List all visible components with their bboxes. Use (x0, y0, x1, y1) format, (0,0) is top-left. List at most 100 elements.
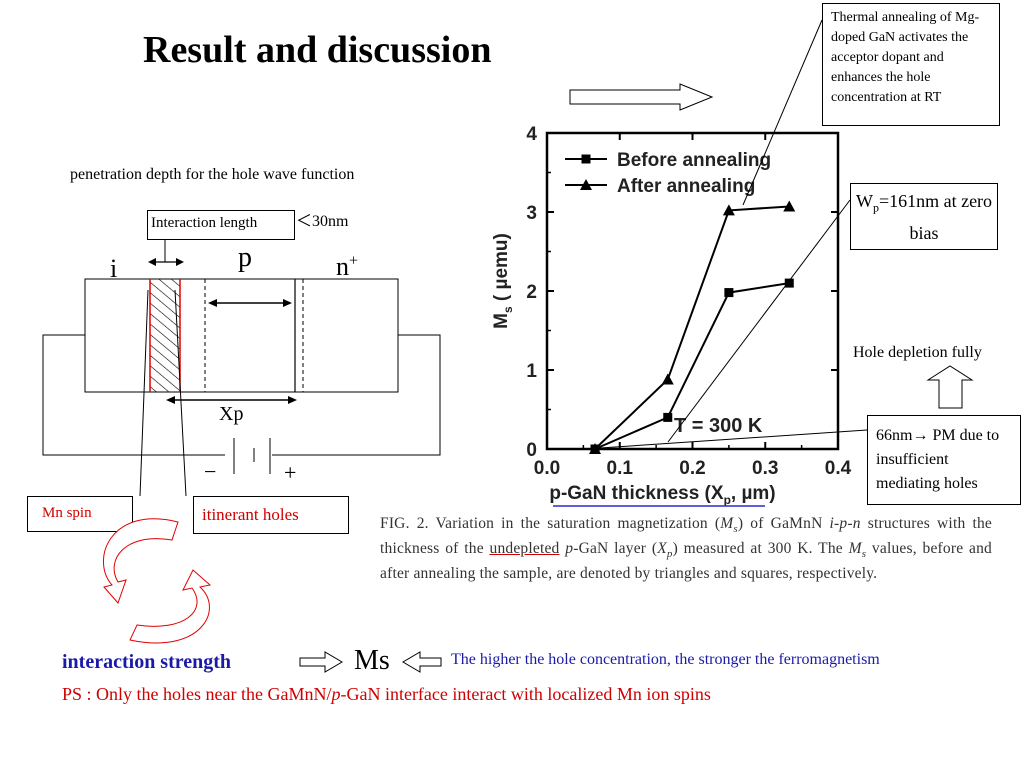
caption-t1: Variation in the saturation magnetizatio… (428, 515, 721, 532)
layer-n-text: n (336, 252, 349, 281)
circuit-wire-right (272, 334, 441, 456)
caption-ms2-sub: s (861, 548, 867, 561)
ms-chart: 0.0 0.1 0.2 0.3 0.4 0 1 2 3 4 p-GaN thickness (Xp,… (491, 124, 852, 507)
device-rectangle (84, 278, 399, 393)
caption-ms1: M (720, 515, 734, 532)
xp-arrow-head-left (166, 396, 175, 404)
pm-note-b: PM due to insufficient mediating holes (876, 427, 1000, 492)
hollow-arrow-right-bottom (299, 651, 343, 673)
caption-t5: -GaN layer ( (573, 540, 658, 558)
y-axis-label-main: M (491, 313, 512, 329)
wp-note-rest: =161nm at zero bias (878, 191, 993, 243)
wp-note-pointer (667, 199, 851, 443)
annealing-pointer (742, 19, 823, 206)
pm-note-a: 66nm (876, 427, 913, 444)
layer-n-sup: + (349, 252, 359, 270)
ps-italic: p (331, 684, 341, 704)
data-point (724, 288, 734, 298)
interaction-length-box: Interaction length (147, 210, 295, 240)
caption-ms1-sub: s (733, 523, 738, 536)
annealing-note-box: Thermal annealing of Mg-doped GaN activa… (822, 3, 1000, 126)
caption-t2: ) of GaMnN (737, 515, 830, 532)
mn-spin-label: Mn spin (42, 505, 92, 521)
x-axis-label-sub: p (724, 493, 731, 507)
data-point (783, 200, 796, 212)
itinerant-pointer (174, 289, 187, 497)
data-point (722, 204, 735, 216)
higher-hole-label: The higher the hole concentration, the s… (451, 651, 880, 668)
hole-depletion-label: Hole depletion fully (853, 344, 982, 361)
caption-xp-sub: p (666, 548, 673, 561)
caption-ipn: i-p-n (829, 515, 861, 532)
pm-note-arrow: → (912, 427, 929, 444)
layer-p-label: p (238, 242, 252, 273)
penetration-label: penetration depth for the hole wave func… (70, 166, 355, 183)
caption-undepleted: undepleted (489, 540, 560, 558)
y-axis-label: Ms ( µemu) (491, 233, 515, 329)
x-tick-label: 0.2 (679, 458, 705, 479)
x-tick-label: 0.0 (534, 458, 560, 479)
battery-minus: − (204, 459, 217, 484)
figure-caption: FIG. 2. Variation in the saturation magn… (380, 514, 992, 583)
layer-i-label: i (110, 254, 118, 283)
data-point (663, 412, 673, 422)
hollow-arrow-right-top (569, 83, 714, 111)
caption-p: p (565, 540, 574, 558)
legend-label-2: After annealing (617, 176, 755, 197)
x-tick-label: 0.3 (752, 458, 778, 479)
device-diagram (42, 240, 441, 497)
x-tick-label: 0.4 (825, 458, 852, 479)
x-tick-label: 0.1 (607, 458, 634, 479)
annealing-note-text: Thermal annealing of Mg-doped GaN activa… (831, 10, 980, 105)
caption-t3: structures with the thickness of the (380, 515, 992, 558)
hollow-arrow-left-bottom (402, 651, 442, 673)
x-axis-label: p-GaN thickness (Xp, µm) (549, 483, 775, 507)
ps-statement: PS : Only the holes near the GaMnN/p-GaN… (62, 684, 711, 705)
data-point (661, 373, 674, 385)
interaction-length-label: Interaction length (151, 215, 258, 231)
caption-xp: X (657, 540, 667, 558)
legend-label-1: Before annealing (617, 150, 771, 171)
y-tick-label: 1 (526, 361, 537, 382)
interaction-arrow-head-left (148, 258, 156, 266)
circular-arrow-left (103, 518, 179, 604)
itinerant-holes-label: itinerant holes (202, 505, 299, 524)
caption-t7: values, before and after annealing the s… (380, 540, 993, 583)
temperature-annotation: T = 300 K (674, 415, 763, 437)
interaction-strength-label: interaction strength (62, 651, 232, 673)
wp-arrow-head-right (283, 299, 292, 307)
slide-title: Result and discussion (143, 29, 492, 71)
y-axis-label-sub: s (501, 306, 515, 313)
wp-note-sub: p (872, 200, 879, 215)
caption-t6: ) measured at 300 K. The (672, 540, 849, 558)
x-axis-label-end: , µm) (731, 483, 776, 504)
caption-fig: FIG. 2. (380, 515, 429, 532)
caption-ms2: M (848, 540, 862, 558)
xp-arrow-head-right (288, 396, 297, 404)
wp-note-box: Wp=161nm at zero bias (850, 183, 998, 250)
series-line-1 (594, 282, 790, 450)
legend-marker-1 (581, 154, 591, 164)
legend-marker-2 (580, 179, 592, 190)
pm-note-box: 66nm→ PM due to insufficient mediating h… (867, 415, 1021, 505)
layer-n-label: n+ (336, 252, 358, 282)
data-point (784, 278, 794, 288)
pm-note-pointer (599, 429, 868, 449)
circular-exchange-icon (103, 518, 212, 644)
interaction-arrow-head-right (176, 258, 184, 266)
wp-note-main: W (855, 191, 873, 211)
x-axis-label-main: p-GaN thickness (X (549, 483, 724, 504)
ps-prefix: PS : Only the holes near the GaMnN/ (62, 684, 332, 704)
ms-label: Ms (354, 645, 390, 676)
battery-plus: + (284, 460, 297, 485)
wp-arrow-head-left (208, 299, 217, 307)
mn-spin-pointer (139, 289, 149, 497)
data-point (589, 443, 602, 454)
y-axis-label-end: ( µemu) (491, 233, 512, 306)
itinerant-holes-box: itinerant holes (193, 496, 349, 534)
y-tick-label: 3 (526, 203, 537, 224)
circuit-wire-left (42, 334, 225, 456)
interaction-length-value: ＜30nm (296, 213, 349, 230)
y-tick-label: 2 (526, 282, 537, 303)
